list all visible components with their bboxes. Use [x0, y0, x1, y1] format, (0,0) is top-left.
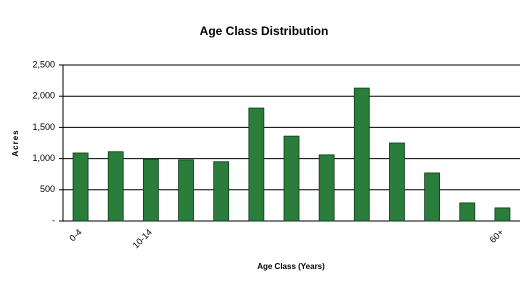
bar [389, 142, 405, 222]
bar [213, 161, 230, 222]
bar [353, 87, 370, 222]
x-axis-label: Age Class (Years) [257, 262, 325, 271]
x-tick-label: 10-14 [131, 227, 154, 250]
bar [248, 107, 265, 222]
y-tick-label: - [52, 215, 55, 225]
bar [283, 135, 300, 222]
y-tick-label: 1,500 [32, 122, 55, 132]
bar [72, 152, 89, 222]
bar [459, 202, 476, 222]
x-tick-label: 60+ [488, 227, 506, 245]
y-tick-label: 500 [40, 184, 55, 194]
bar [107, 151, 124, 222]
bar [494, 207, 511, 222]
x-tick-label: 0-4 [67, 227, 83, 243]
bar [178, 159, 194, 222]
y-axis-label: Acres [11, 129, 20, 156]
bar [318, 154, 335, 222]
y-tick-label: 2,500 [32, 59, 55, 69]
chart-title: Age Class Distribution [200, 24, 329, 38]
bar [142, 158, 159, 222]
y-tick-label: 2,000 [32, 91, 55, 101]
y-tick-label: 1,000 [32, 153, 55, 163]
bar [424, 172, 441, 222]
